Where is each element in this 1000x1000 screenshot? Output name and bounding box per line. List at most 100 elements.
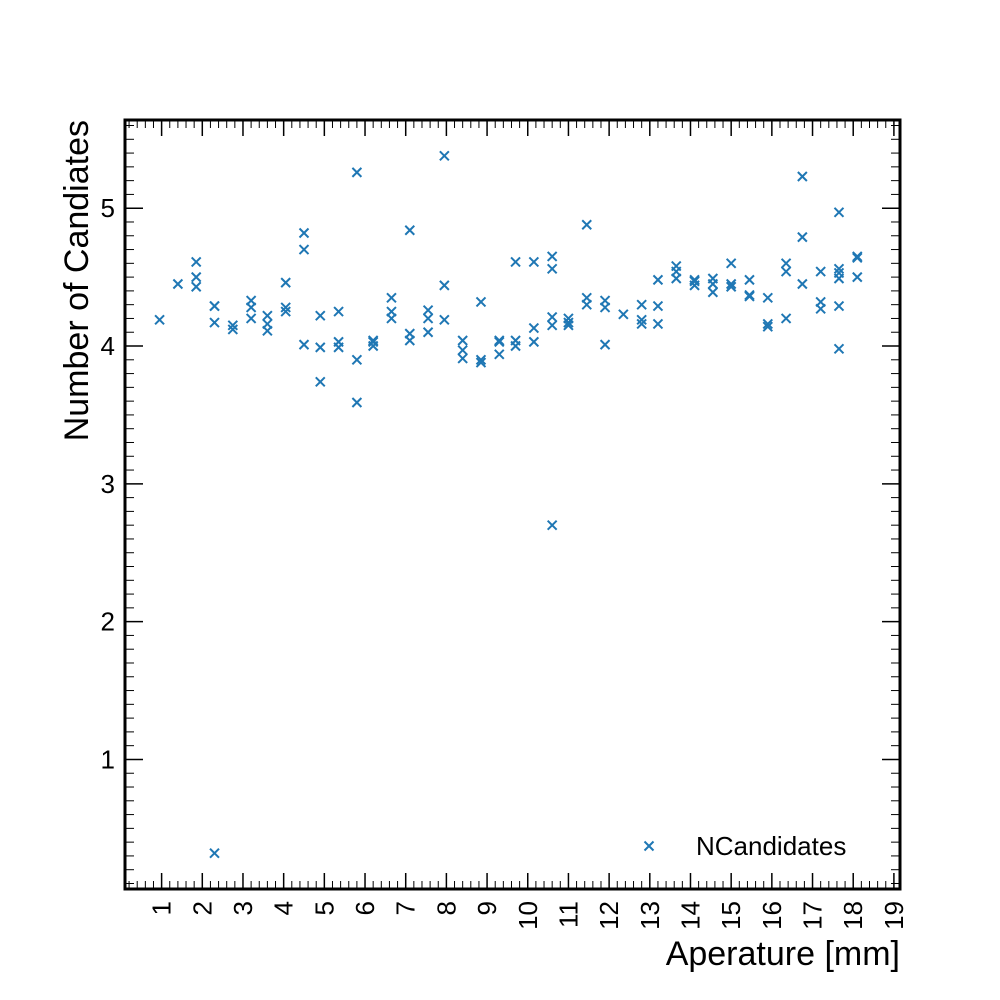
data-point — [671, 273, 682, 284]
x-axis-title: Aperature [mm] — [666, 935, 900, 973]
data-point — [190, 256, 202, 268]
data-point — [797, 231, 808, 243]
data-point — [475, 354, 487, 366]
x-tick-label: 17 — [798, 901, 828, 930]
x-tick-label: 13 — [635, 901, 665, 930]
data-point — [815, 266, 826, 277]
data-point — [652, 274, 664, 286]
data-point — [618, 309, 629, 320]
data-point — [245, 302, 257, 313]
x-tick-label: 10 — [513, 901, 543, 930]
data-point — [581, 219, 592, 230]
x-tick-label: 18 — [838, 901, 868, 930]
data-point — [367, 340, 379, 352]
data-point — [797, 278, 808, 290]
data-point — [351, 354, 363, 366]
data-point — [475, 296, 487, 308]
data-point — [494, 349, 505, 360]
x-tick-label: 12 — [594, 901, 624, 930]
data-point — [546, 320, 558, 331]
data-point — [599, 302, 611, 313]
data-point — [762, 318, 773, 330]
data-point — [546, 251, 558, 262]
data-point — [707, 278, 719, 290]
data-point — [744, 291, 755, 302]
data-point — [298, 244, 310, 255]
data-point — [315, 342, 326, 353]
data-point — [815, 303, 826, 315]
data-point — [725, 278, 737, 290]
data-point — [262, 325, 273, 337]
data-point — [546, 263, 558, 275]
data-point — [190, 271, 202, 283]
data-point — [298, 339, 310, 350]
x-tick-label: 11 — [553, 901, 583, 928]
y-tick-label: 2 — [101, 607, 115, 637]
x-tick-label: 14 — [675, 901, 705, 930]
data-point — [689, 280, 700, 291]
y-axis-title: Number of Candiates — [58, 120, 96, 441]
legend: NCandidates — [643, 831, 846, 861]
data-point — [852, 271, 863, 283]
data-point — [833, 263, 845, 275]
data-point — [494, 336, 505, 348]
data-point — [744, 274, 755, 286]
data-point — [599, 339, 611, 350]
x-tick-label: 16 — [757, 901, 787, 930]
x-tick-label: 8 — [431, 901, 461, 915]
legend-label: NCandidates — [696, 831, 846, 861]
data-point — [780, 258, 792, 269]
x-tick-label: 9 — [472, 901, 502, 915]
legend-marker-x — [643, 840, 655, 852]
data-point — [546, 311, 558, 323]
data-point — [422, 313, 434, 324]
data-point — [386, 313, 397, 324]
data-point — [528, 256, 540, 268]
y-tick-labels: 1 2 3 4 5 — [101, 193, 115, 774]
y-tick-label: 3 — [101, 469, 115, 499]
axis-ticks — [125, 120, 900, 889]
data-point — [351, 167, 363, 178]
data-point — [510, 340, 521, 352]
x-tick-label: 6 — [350, 901, 380, 915]
data-point — [833, 300, 845, 312]
data-point — [227, 320, 239, 331]
data-point — [386, 292, 397, 303]
data-point — [833, 273, 845, 284]
data-point — [528, 322, 540, 334]
data-point — [762, 321, 773, 332]
data-point — [298, 227, 310, 239]
data-point — [636, 299, 647, 310]
data-point — [280, 302, 291, 313]
data-point — [227, 324, 239, 335]
data-point — [315, 376, 326, 388]
data-point — [546, 519, 558, 531]
data-point — [457, 335, 468, 346]
data-point — [780, 313, 792, 324]
data-point — [636, 314, 647, 326]
data-point — [475, 357, 487, 368]
data-point — [280, 306, 291, 317]
y-tick-label: 5 — [101, 193, 115, 223]
x-tick-label: 4 — [269, 901, 299, 915]
data-point — [209, 847, 220, 859]
data-point — [280, 277, 291, 288]
data-point — [652, 318, 664, 330]
data-point — [333, 306, 344, 317]
data-point — [262, 310, 273, 321]
data-point — [636, 318, 647, 330]
x-tick-label: 7 — [391, 901, 421, 915]
data-point — [852, 252, 863, 264]
data-point — [404, 225, 415, 236]
data-point — [581, 299, 592, 310]
data-point — [689, 276, 700, 287]
x-tick-label: 19 — [879, 901, 909, 930]
data-point — [439, 280, 450, 291]
data-point — [439, 314, 450, 326]
x-tick-label: 3 — [228, 901, 258, 915]
data-point — [154, 314, 165, 326]
data-point — [725, 281, 737, 292]
data-point — [209, 317, 220, 328]
plot-frame — [123, 118, 902, 891]
